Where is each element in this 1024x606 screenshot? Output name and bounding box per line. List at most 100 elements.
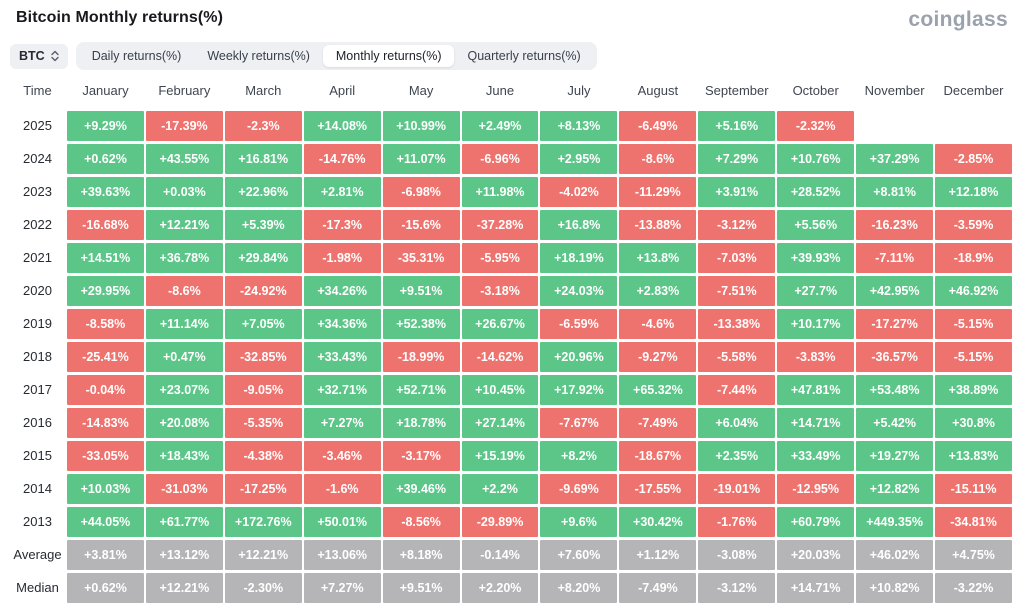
return-cell: -9.27% (619, 342, 697, 372)
return-cell: +449.35% (856, 507, 934, 537)
return-cell: +39.93% (777, 243, 855, 273)
return-cell: -5.35% (224, 408, 302, 438)
return-cell: -36.57% (856, 342, 934, 372)
return-cell: +0.03% (145, 177, 223, 207)
return-cell: -6.59% (540, 309, 618, 339)
return-cell: -29.89% (461, 507, 539, 537)
return-cell: -3.12% (698, 573, 776, 603)
return-cell: +61.77% (145, 507, 223, 537)
return-cell: +16.81% (224, 144, 302, 174)
return-cell: +9.51% (382, 573, 460, 603)
return-cell: +24.03% (540, 276, 618, 306)
return-cell: +28.52% (777, 177, 855, 207)
table-row: 2020 +29.95% -8.6% -24.92% +34.26% +9.51% -3.1… (10, 276, 1012, 306)
return-cell: +2.35% (698, 441, 776, 471)
table-row: 2021 +14.51% +36.78% +29.84% -1.98% -35.31% -5… (10, 243, 1012, 273)
return-cell: -18.67% (619, 441, 697, 471)
return-cell: -35.31% (382, 243, 460, 273)
tab-quarterly-returns[interactable]: Quarterly returns(%) (467, 49, 581, 63)
return-cell: -8.58% (67, 309, 144, 339)
return-cell: -3.17% (382, 441, 460, 471)
return-cell: -6.96% (461, 144, 539, 174)
table-row: Median +0.62% +12.21% -2.30% +7.27% +9.51% +2.… (10, 573, 1012, 603)
return-cell: -4.02% (540, 177, 618, 207)
month-column-header: November (864, 83, 925, 98)
returns-tab-group: Daily returns(%) Weekly returns(%) Month… (75, 42, 597, 70)
return-cell: +33.49% (777, 441, 855, 471)
return-cell: +5.39% (224, 210, 302, 240)
return-cell: -0.14% (461, 540, 539, 570)
table-row: 2015 -33.05% +18.43% -4.38% -3.46% -3.17% +15.… (10, 441, 1012, 471)
return-cell: -3.08% (698, 540, 776, 570)
return-cell: -3.83% (777, 342, 855, 372)
return-cell: +8.2% (540, 441, 618, 471)
time-column-header: Time (23, 83, 52, 98)
tab-monthly-returns[interactable]: Monthly returns(%) (322, 45, 455, 67)
return-cell: +14.71% (777, 573, 855, 603)
row-label: 2022 (23, 217, 52, 232)
return-cell: +0.47% (145, 342, 223, 372)
return-cell: -2.3% (224, 111, 302, 141)
return-cell: +7.29% (698, 144, 776, 174)
returns-table: Time January February March April May June July… (10, 74, 1012, 603)
return-cell: +4.75% (935, 540, 1012, 570)
return-cell: -15.11% (935, 474, 1012, 504)
return-cell: -12.95% (777, 474, 855, 504)
row-label: 2017 (23, 382, 52, 397)
return-cell: +10.76% (777, 144, 855, 174)
return-cell: +0.62% (67, 573, 144, 603)
return-cell: -5.15% (935, 309, 1012, 339)
table-row: Average +3.81% +13.12% +12.21% +13.06% +8.18%… (10, 540, 1012, 570)
month-column-header: April (329, 83, 356, 98)
return-cell: +38.89% (935, 375, 1012, 405)
month-column-header: July (567, 83, 591, 98)
return-cell: +12.18% (935, 177, 1012, 207)
return-cell: -7.67% (540, 408, 618, 438)
return-cell: +172.76% (224, 507, 302, 537)
return-cell: +37.29% (856, 144, 934, 174)
symbol-select[interactable]: BTC (10, 43, 68, 69)
return-cell: +23.07% (145, 375, 223, 405)
return-cell: +42.95% (856, 276, 934, 306)
return-cell: +1.12% (619, 540, 697, 570)
month-column-header: January (82, 83, 129, 98)
month-column-header: September (704, 83, 769, 98)
return-cell: +7.27% (303, 573, 381, 603)
return-cell: +0.62% (67, 144, 144, 174)
return-cell: -7.44% (698, 375, 776, 405)
return-cell: +22.96% (224, 177, 302, 207)
row-label: 2021 (23, 250, 52, 265)
return-cell: +10.45% (461, 375, 539, 405)
return-cell: -8.56% (382, 507, 460, 537)
table-row: 2017 -0.04% +23.07% -9.05% +32.71% +52.71% +10… (10, 375, 1012, 405)
return-cell: -2.85% (935, 144, 1012, 174)
return-cell: -18.9% (935, 243, 1012, 273)
return-cell: +20.03% (777, 540, 855, 570)
tab-weekly-returns[interactable]: Weekly returns(%) (207, 49, 310, 63)
table-row: 2014 +10.03% -31.03% -17.25% -1.6% +39.46% +2.… (10, 474, 1012, 504)
return-cell: -8.6% (145, 276, 223, 306)
month-column-header: June (485, 83, 515, 98)
return-cell: +11.98% (461, 177, 539, 207)
return-cell: +10.99% (382, 111, 460, 141)
return-cell: +34.26% (303, 276, 381, 306)
return-cell: +8.18% (382, 540, 460, 570)
return-cell: +18.19% (540, 243, 618, 273)
return-cell: -9.69% (540, 474, 618, 504)
tab-daily-returns[interactable]: Daily returns(%) (91, 49, 182, 63)
return-cell: -32.85% (224, 342, 302, 372)
month-column-header: March (245, 83, 282, 98)
return-cell: -3.22% (935, 573, 1012, 603)
return-cell: +2.81% (303, 177, 381, 207)
month-column-header: May (408, 83, 434, 98)
table-row: 2018 -25.41% +0.47% -32.85% +33.43% -18.99% -1… (10, 342, 1012, 372)
return-cell: +12.21% (145, 573, 223, 603)
return-cell: +2.20% (461, 573, 539, 603)
return-cell: +60.79% (777, 507, 855, 537)
row-label: 2015 (23, 448, 52, 463)
return-cell: +14.08% (303, 111, 381, 141)
return-cell: +7.27% (303, 408, 381, 438)
return-cell: -25.41% (67, 342, 144, 372)
table-header-row: Time January February March April May June July… (10, 74, 1012, 108)
return-cell: +12.21% (145, 210, 223, 240)
